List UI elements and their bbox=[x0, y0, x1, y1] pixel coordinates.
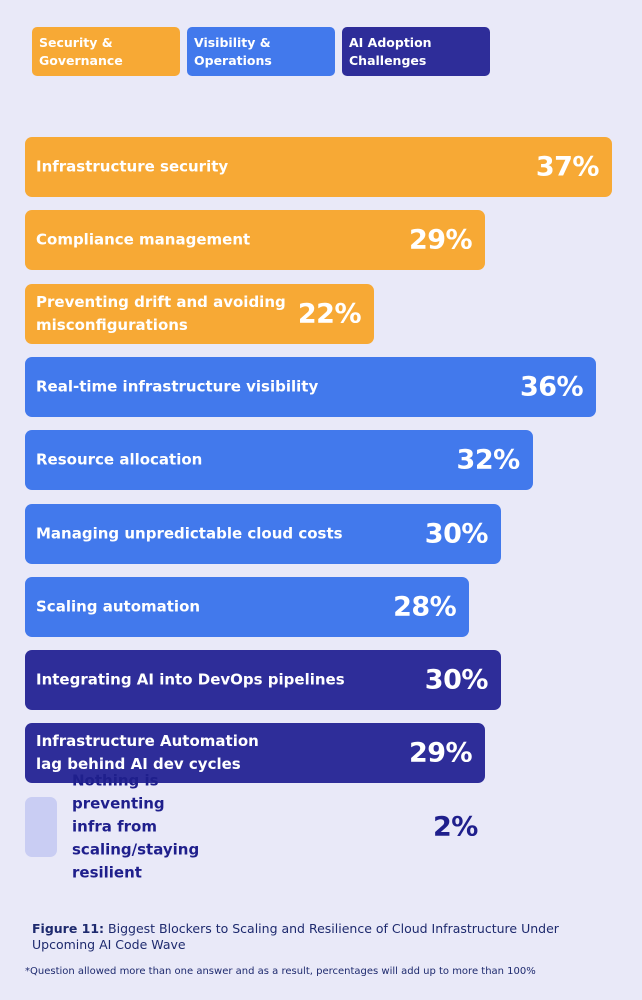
bar-value-label: 2% bbox=[433, 811, 478, 843]
bar: Integrating AI into DevOps pipelines 30% bbox=[25, 650, 501, 711]
bar-label: Integrating AI into DevOps pipelines bbox=[36, 670, 345, 689]
bar-value-label: 30% bbox=[424, 518, 489, 549]
bar-value-label: 22% bbox=[297, 298, 362, 330]
bar-value-label: 30% bbox=[424, 664, 489, 696]
caption-text: Biggest Blockers to Scaling and Resilien… bbox=[32, 921, 559, 952]
bar-value-label: 37% bbox=[535, 151, 600, 183]
bar: Compliance management 29% bbox=[25, 210, 486, 271]
bar-value-label: 29% bbox=[408, 224, 473, 256]
bar-label: Resource allocation bbox=[36, 450, 203, 469]
bar-label: Preventing drift and avoiding misconfigu… bbox=[36, 292, 286, 334]
bar-value-label: 36% bbox=[519, 371, 584, 403]
bar: Real-time infrastructure visibility 36% bbox=[25, 356, 597, 417]
legend-item: Security & Governance bbox=[32, 27, 180, 76]
bar: Scaling automation 28% bbox=[25, 576, 470, 637]
bar-value-label: 28% bbox=[393, 591, 457, 623]
legend-item: Visibility & Operations bbox=[187, 27, 335, 76]
bar-label: Compliance management bbox=[36, 230, 251, 249]
bar: Resource allocation 32% bbox=[25, 430, 533, 491]
bar-label: Real-time infrastructure visibility bbox=[36, 377, 319, 396]
caption-prefix: Figure 11: bbox=[32, 921, 105, 936]
bar-label: Infrastructure security bbox=[36, 157, 229, 176]
bar: Preventing drift and avoiding misconfigu… bbox=[25, 283, 375, 344]
bar-value-label: 29% bbox=[408, 737, 473, 769]
bar-label: Infrastructure Automation lag behind AI … bbox=[36, 732, 259, 774]
figure-caption: Figure 11: Biggest Blockers to Scaling a… bbox=[32, 921, 592, 953]
footnote: *Question allowed more than one answer a… bbox=[25, 966, 536, 977]
bar-label: Nothing is preventing infra from scaling… bbox=[72, 771, 200, 882]
legend-item: AI Adoption Challenges bbox=[342, 27, 490, 76]
legend: Security & Governance Visibility & Operat… bbox=[32, 27, 497, 76]
bar-label: Scaling automation bbox=[36, 597, 201, 616]
bar: Infrastructure security 37% bbox=[25, 137, 612, 197]
bar: Infrastructure Automation lag behind AI … bbox=[25, 723, 486, 784]
bar: Nothing is preventing infra from scaling… bbox=[25, 771, 478, 881]
bar: Managing unpredictable cloud costs 30% bbox=[25, 503, 501, 564]
bar-value-label: 32% bbox=[456, 444, 521, 476]
bar-label: Managing unpredictable cloud costs bbox=[36, 524, 343, 542]
